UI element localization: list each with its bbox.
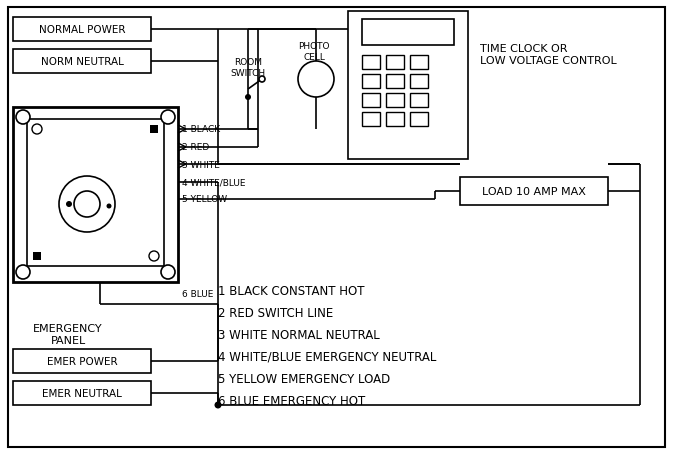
Bar: [386, 56, 404, 70]
Text: 1 BLACK CONSTANT HOT: 1 BLACK CONSTANT HOT: [218, 284, 365, 298]
Text: 4 WHITE/BLUE EMERGENCY NEUTRAL: 4 WHITE/BLUE EMERGENCY NEUTRAL: [218, 350, 436, 363]
Circle shape: [149, 252, 159, 262]
Text: 3 WHITE: 3 WHITE: [182, 160, 220, 169]
Bar: [410, 113, 428, 127]
Circle shape: [259, 77, 265, 83]
Circle shape: [298, 62, 334, 98]
Circle shape: [74, 192, 100, 217]
Text: 3 WHITE NORMAL NEUTRAL: 3 WHITE NORMAL NEUTRAL: [218, 328, 380, 341]
Text: 5 YELLOW EMERGENCY LOAD: 5 YELLOW EMERGENCY LOAD: [218, 372, 390, 385]
Bar: [84, 182, 90, 188]
Text: EMERGENCY
PANEL: EMERGENCY PANEL: [33, 324, 103, 345]
Circle shape: [161, 111, 175, 125]
Text: EMER POWER: EMER POWER: [46, 356, 117, 366]
Bar: [13, 18, 151, 42]
Bar: [362, 75, 380, 89]
Bar: [362, 94, 380, 108]
Circle shape: [106, 204, 112, 209]
Text: 5 YELLOW: 5 YELLOW: [182, 195, 227, 204]
Text: 2 RED SWITCH LINE: 2 RED SWITCH LINE: [218, 306, 333, 319]
Circle shape: [161, 265, 175, 279]
Text: PHOTO
CELL: PHOTO CELL: [298, 42, 330, 61]
Text: 4 WHITE/BLUE: 4 WHITE/BLUE: [182, 178, 246, 187]
Bar: [386, 94, 404, 108]
Text: LOAD 10 AMP MAX: LOAD 10 AMP MAX: [482, 187, 586, 197]
Bar: [13, 50, 151, 74]
Bar: [386, 113, 404, 127]
Circle shape: [215, 402, 221, 409]
Text: 2 RED: 2 RED: [182, 143, 209, 152]
Bar: [362, 113, 380, 127]
Bar: [362, 56, 380, 70]
Text: EMER NEUTRAL: EMER NEUTRAL: [42, 388, 122, 398]
Bar: [410, 56, 428, 70]
Circle shape: [16, 111, 30, 125]
Bar: [13, 349, 151, 373]
Text: 1 BLACK: 1 BLACK: [182, 125, 220, 134]
Bar: [348, 12, 468, 160]
Bar: [362, 20, 454, 46]
Circle shape: [32, 125, 42, 135]
Text: ROOM
SWITCH: ROOM SWITCH: [230, 58, 266, 77]
Bar: [386, 75, 404, 89]
Bar: [410, 94, 428, 108]
Bar: [460, 177, 608, 206]
Bar: [33, 253, 41, 260]
Circle shape: [66, 202, 72, 207]
Text: 6 BLUE: 6 BLUE: [182, 290, 213, 299]
Circle shape: [245, 95, 251, 101]
Bar: [410, 75, 428, 89]
Circle shape: [59, 177, 115, 233]
Bar: [13, 108, 178, 283]
Text: NORMAL POWER: NORMAL POWER: [39, 25, 125, 35]
Text: TIME CLOCK OR
LOW VOLTAGE CONTROL: TIME CLOCK OR LOW VOLTAGE CONTROL: [480, 44, 616, 66]
Text: 6 BLUE EMERGENCY HOT: 6 BLUE EMERGENCY HOT: [218, 394, 365, 407]
Bar: [150, 126, 158, 134]
Bar: [13, 381, 151, 405]
Bar: [27, 120, 164, 267]
Circle shape: [16, 265, 30, 279]
Text: NORM NEUTRAL: NORM NEUTRAL: [40, 57, 123, 67]
